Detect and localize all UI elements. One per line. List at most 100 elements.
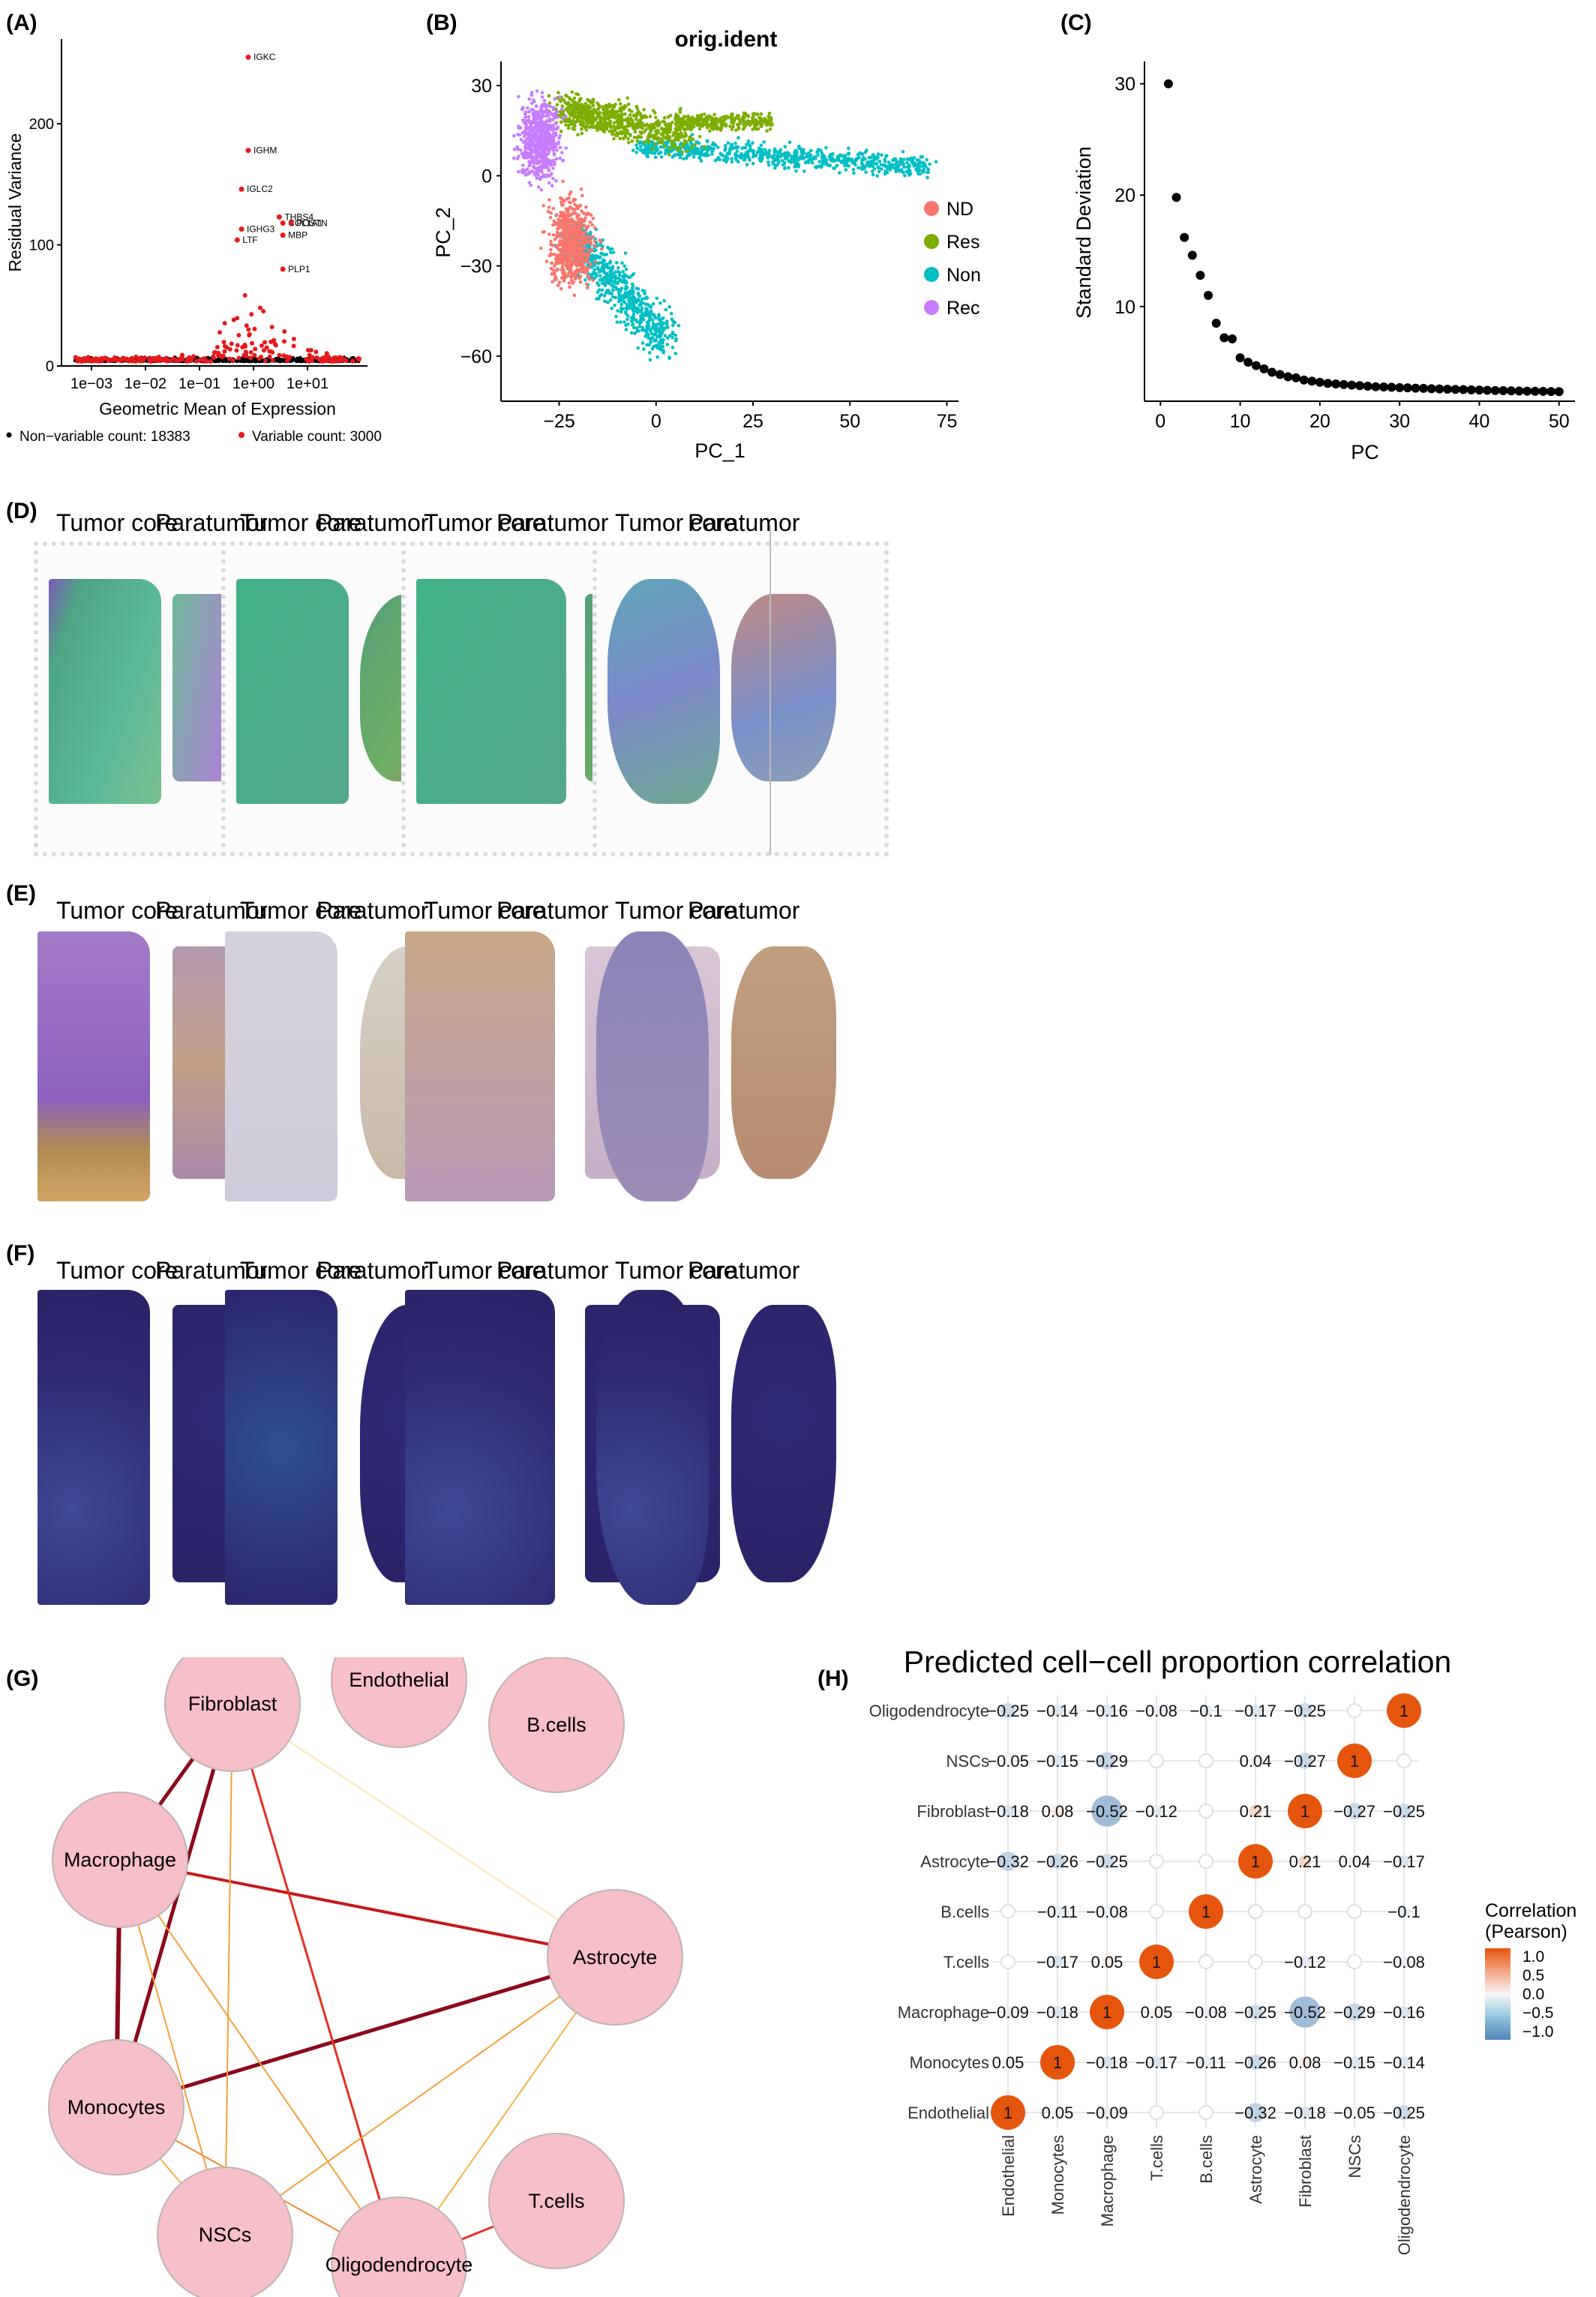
var-point <box>179 352 184 358</box>
gene-label: IGHG3 <box>247 224 275 235</box>
pc-point <box>549 140 554 145</box>
pc-point <box>576 109 580 112</box>
var-point <box>243 349 248 355</box>
pc-point <box>536 123 541 127</box>
corr-circle <box>1052 2107 1064 2119</box>
pc-point <box>635 146 640 151</box>
pc-point <box>700 124 705 127</box>
pc-point <box>566 126 571 130</box>
pc-point <box>519 148 523 152</box>
pc-point <box>736 125 741 129</box>
pc-point <box>571 229 575 234</box>
corr-circle <box>1398 1956 1410 1968</box>
var-point <box>235 316 240 321</box>
corr-circle <box>1091 1795 1123 1827</box>
pc-point <box>602 259 607 263</box>
pc-point <box>564 146 568 150</box>
pc-point <box>551 206 556 211</box>
pc-point <box>550 280 554 284</box>
pc-point <box>609 115 613 119</box>
pc-point <box>516 169 520 174</box>
var-point <box>304 358 310 363</box>
pc-point <box>563 249 567 253</box>
var-point <box>202 356 207 361</box>
pc-point <box>628 305 632 309</box>
pc-point <box>806 154 810 158</box>
pc-point <box>886 160 891 164</box>
pc-point <box>677 124 682 129</box>
pc-point <box>796 157 801 161</box>
pc-point <box>683 115 687 119</box>
pc-point <box>600 247 604 251</box>
network-node-label: T.cells <box>528 2190 584 2212</box>
pc-point <box>575 214 580 218</box>
network-edge <box>224 1957 616 2236</box>
corr-circle <box>1052 2006 1064 2018</box>
pc-point <box>670 155 675 159</box>
panel-c-ytick: 30 <box>1114 74 1136 95</box>
pc-point <box>743 154 748 159</box>
pc-point <box>627 124 632 128</box>
pc-point <box>656 130 659 135</box>
pc-sd-point <box>1402 383 1412 393</box>
pc-point <box>554 157 559 161</box>
tumor-core-tissue <box>38 931 150 1201</box>
pc-point <box>584 226 589 230</box>
pc-point <box>548 174 552 178</box>
pc-point <box>674 352 678 355</box>
pc-point <box>555 148 559 152</box>
pc-point <box>651 109 656 112</box>
pc-sd-point <box>1251 361 1261 370</box>
pc-point <box>568 103 573 107</box>
pc-point <box>575 252 579 256</box>
pc-point <box>608 270 612 274</box>
paratumor-label: Paratumor <box>155 897 268 924</box>
pc-point <box>616 97 621 102</box>
pc-point <box>665 137 670 142</box>
pc-point <box>634 286 638 290</box>
pc-point <box>714 116 718 121</box>
nonvar-point <box>298 355 302 360</box>
pc-point <box>712 121 716 125</box>
pc-point <box>920 154 925 159</box>
network-node <box>164 1657 301 1772</box>
pc-point <box>901 170 905 175</box>
pc-point <box>527 97 531 101</box>
panel-a-ylabel: Residual Variance <box>5 133 25 272</box>
empty-cell <box>1198 2105 1214 2120</box>
pc-point <box>839 160 844 165</box>
corr-value: −0.08 <box>1185 2003 1227 2022</box>
corr-circle <box>1346 2003 1364 2021</box>
empty-cell <box>1000 1904 1016 1919</box>
pc-point <box>692 154 696 159</box>
pc-point <box>549 266 554 271</box>
var-point <box>248 355 254 361</box>
corr-circle <box>1002 2056 1014 2068</box>
tumor-core-label: Tumor core <box>615 897 737 924</box>
pc-point <box>560 252 563 256</box>
pc-point <box>662 321 666 325</box>
pc-point <box>692 118 696 122</box>
corr-circle <box>1398 1855 1410 1867</box>
pc-point <box>551 232 556 237</box>
pc-point <box>652 123 656 127</box>
pc-point <box>748 158 752 162</box>
pc-point <box>525 167 530 171</box>
tumor-core-label: Tumor core <box>424 509 546 536</box>
pc-point <box>580 120 584 124</box>
network-node-label: Macrophage <box>64 1849 176 1871</box>
pc-point <box>648 358 652 362</box>
pc-point <box>620 112 625 117</box>
pc-point <box>650 318 655 322</box>
pc-point <box>668 146 672 151</box>
pc-point <box>672 142 676 147</box>
corr-value: 1 <box>1251 1852 1260 1871</box>
pc-sd-point <box>1498 385 1508 395</box>
panel-b-xtick: −25 <box>543 411 574 432</box>
pc-sd-point <box>1426 384 1436 394</box>
pc-point <box>783 145 788 149</box>
pc-point <box>524 122 528 126</box>
pc-point <box>742 125 747 130</box>
corr-value: −0.17 <box>1036 1953 1078 1972</box>
